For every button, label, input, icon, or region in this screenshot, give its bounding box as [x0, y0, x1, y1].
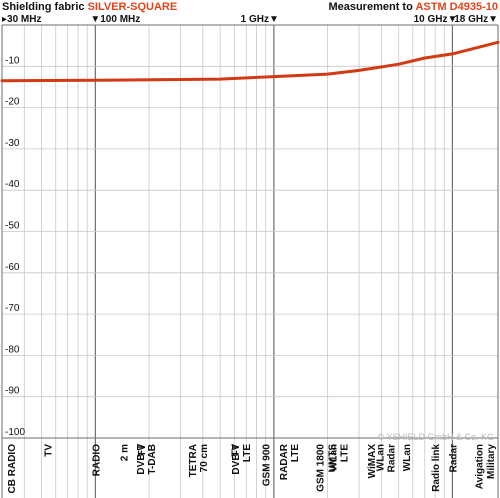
band-label: T-DAB [147, 444, 158, 475]
band-label: 2 m [120, 444, 131, 461]
grid [1, 24, 499, 498]
band-label: GSM 1800 [316, 444, 327, 492]
frequency-markers: ▸30 MHz ▼100 MHz 1 GHz▼ 10 GHz▼18 GHz▼ [2, 14, 498, 25]
y-tick-label: -80 [5, 344, 20, 355]
band-label: Military [486, 444, 497, 479]
band-label: RADAR [279, 443, 290, 480]
band-label: DVB-T [136, 444, 147, 475]
band-label: WLan [402, 444, 413, 471]
band-label: WiMAX [367, 444, 378, 479]
header-right: Measurement to ASTM D4935-10 [328, 1, 498, 13]
y-axis-ticks: -10 -20 -30 -40 -50 -60 -70 -80 -90 -100 [5, 55, 25, 438]
y-tick-label: -50 [5, 221, 20, 232]
frequency-marker: 10 GHz▼ [414, 14, 458, 25]
header-right-prefix: Measurement to [328, 1, 415, 13]
band-label: LTE [290, 444, 301, 462]
band-label: Avigation [475, 444, 486, 489]
band-label: TV [137, 444, 148, 457]
y-tick-label: -90 [5, 386, 20, 397]
y-tick-label: -60 [5, 262, 20, 273]
y-tick-label: -40 [5, 179, 20, 190]
band-label: TV [44, 444, 55, 457]
band-label: TV [230, 444, 241, 457]
band-label: Radar [448, 444, 459, 472]
frequency-marker: 1 GHz▼ [241, 14, 279, 25]
band-label: TETRA [188, 444, 199, 477]
band-label: LTE [242, 444, 253, 462]
y-tick-label: -20 [5, 97, 20, 108]
band-label: Radio link [431, 444, 442, 492]
band-label: CB RADIO [7, 444, 18, 494]
band-label: RADIO [91, 444, 102, 476]
band-label: DVB-T [231, 444, 242, 475]
band-label: GSM 900 [262, 444, 273, 487]
frequency-marker: 18 GHz▼ [454, 14, 498, 25]
y-tick-label: -10 [5, 55, 20, 66]
band-label: Radar [387, 444, 398, 472]
band-label: LTE [339, 444, 350, 462]
frequency-marker: ▼100 MHz [90, 14, 140, 25]
band-label: 70 cm [199, 444, 210, 472]
y-tick-label: -30 [5, 138, 20, 149]
y-tick-label: -70 [5, 303, 20, 314]
header-left-prefix: Shielding fabric [2, 1, 88, 13]
band-label: WLan [376, 444, 387, 471]
copyright-notice: © YSHIELD GmbH & Co. KG [378, 432, 495, 442]
frequency-marker: ▸30 MHz [2, 14, 41, 25]
header-product-name: SILVER-SQUARE [88, 1, 178, 13]
series-line [0, 40, 500, 83]
band-label: UMTS [327, 444, 338, 473]
header-left: Shielding fabric SILVER-SQUARE [2, 1, 177, 13]
attenuation-curve [0, 40, 500, 83]
header-standard: ASTM D4935-10 [415, 1, 498, 13]
y-tick-label: -100 [5, 427, 25, 438]
band-label: WLan [328, 444, 339, 471]
